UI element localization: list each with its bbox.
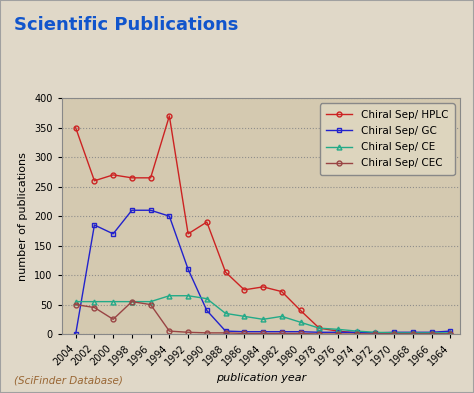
Chiral Sep/ CE bbox=[185, 293, 191, 298]
Chiral Sep/ GC bbox=[241, 329, 247, 334]
X-axis label: publication year: publication year bbox=[216, 373, 306, 383]
Chiral Sep/ HPLC bbox=[110, 173, 116, 177]
Chiral Sep/ GC bbox=[204, 308, 210, 313]
Chiral Sep/ GC bbox=[73, 332, 79, 336]
Chiral Sep/ CEC bbox=[223, 331, 228, 335]
Chiral Sep/ GC bbox=[148, 208, 154, 213]
Chiral Sep/ CE bbox=[223, 311, 228, 316]
Chiral Sep/ CE bbox=[241, 314, 247, 319]
Chiral Sep/ CEC bbox=[166, 329, 172, 333]
Chiral Sep/ CEC bbox=[91, 305, 97, 310]
Chiral Sep/ GC bbox=[447, 329, 453, 333]
Chiral Sep/ GC bbox=[298, 329, 303, 334]
Chiral Sep/ GC bbox=[279, 329, 284, 334]
Chiral Sep/ HPLC bbox=[129, 175, 135, 180]
Chiral Sep/ CEC bbox=[73, 302, 79, 307]
Chiral Sep/ GC bbox=[335, 330, 341, 335]
Chiral Sep/ HPLC bbox=[241, 288, 247, 292]
Chiral Sep/ HPLC bbox=[410, 331, 416, 336]
Chiral Sep/ CE bbox=[429, 331, 435, 335]
Chiral Sep/ CE bbox=[298, 320, 303, 325]
Chiral Sep/ GC bbox=[373, 331, 378, 335]
Chiral Sep/ HPLC bbox=[185, 231, 191, 236]
Chiral Sep/ CE bbox=[260, 317, 266, 321]
Chiral Sep/ GC bbox=[354, 330, 360, 335]
Chiral Sep/ CEC bbox=[354, 332, 360, 336]
Chiral Sep/ HPLC bbox=[91, 178, 97, 183]
Chiral Sep/ GC bbox=[392, 330, 397, 335]
Chiral Sep/ GC bbox=[317, 330, 322, 335]
Chiral Sep/ CEC bbox=[241, 331, 247, 336]
Chiral Sep/ GC bbox=[223, 329, 228, 333]
Chiral Sep/ CEC bbox=[335, 332, 341, 336]
Chiral Sep/ HPLC bbox=[166, 114, 172, 118]
Chiral Sep/ CEC bbox=[392, 332, 397, 336]
Chiral Sep/ HPLC bbox=[335, 329, 341, 333]
Text: Scientific Publications: Scientific Publications bbox=[14, 16, 238, 34]
Chiral Sep/ GC bbox=[410, 330, 416, 335]
Chiral Sep/ CEC bbox=[279, 331, 284, 336]
Chiral Sep/ CE bbox=[373, 330, 378, 335]
Chiral Sep/ HPLC bbox=[354, 331, 360, 335]
Chiral Sep/ CE bbox=[410, 331, 416, 335]
Legend: Chiral Sep/ HPLC, Chiral Sep/ GC, Chiral Sep/ CE, Chiral Sep/ CEC: Chiral Sep/ HPLC, Chiral Sep/ GC, Chiral… bbox=[320, 103, 455, 175]
Y-axis label: number of publications: number of publications bbox=[18, 152, 28, 281]
Chiral Sep/ CE bbox=[110, 299, 116, 304]
Chiral Sep/ CE bbox=[335, 327, 341, 332]
Chiral Sep/ CE bbox=[354, 329, 360, 333]
Chiral Sep/ HPLC bbox=[317, 326, 322, 331]
Chiral Sep/ CEC bbox=[129, 299, 135, 304]
Chiral Sep/ HPLC bbox=[260, 285, 266, 289]
Chiral Sep/ HPLC bbox=[429, 331, 435, 336]
Chiral Sep/ GC bbox=[129, 208, 135, 213]
Chiral Sep/ GC bbox=[185, 267, 191, 272]
Chiral Sep/ CEC bbox=[204, 331, 210, 335]
Chiral Sep/ CE bbox=[447, 331, 453, 335]
Chiral Sep/ HPLC bbox=[298, 308, 303, 313]
Chiral Sep/ GC bbox=[110, 231, 116, 236]
Chiral Sep/ HPLC bbox=[73, 125, 79, 130]
Chiral Sep/ CEC bbox=[148, 302, 154, 307]
Chiral Sep/ HPLC bbox=[279, 289, 284, 294]
Line: Chiral Sep/ HPLC: Chiral Sep/ HPLC bbox=[73, 114, 453, 336]
Chiral Sep/ CEC bbox=[298, 331, 303, 336]
Chiral Sep/ HPLC bbox=[223, 270, 228, 274]
Line: Chiral Sep/ CEC: Chiral Sep/ CEC bbox=[73, 299, 453, 336]
Chiral Sep/ CE bbox=[91, 299, 97, 304]
Chiral Sep/ HPLC bbox=[148, 175, 154, 180]
Line: Chiral Sep/ CE: Chiral Sep/ CE bbox=[73, 293, 453, 335]
Chiral Sep/ CE bbox=[129, 299, 135, 304]
Chiral Sep/ GC bbox=[91, 222, 97, 227]
Line: Chiral Sep/ GC: Chiral Sep/ GC bbox=[73, 208, 453, 336]
Chiral Sep/ GC bbox=[429, 330, 435, 335]
Chiral Sep/ CE bbox=[279, 314, 284, 319]
Chiral Sep/ CEC bbox=[110, 317, 116, 321]
Chiral Sep/ CE bbox=[166, 293, 172, 298]
Chiral Sep/ HPLC bbox=[392, 331, 397, 336]
Chiral Sep/ CEC bbox=[373, 332, 378, 336]
Chiral Sep/ CEC bbox=[447, 332, 453, 336]
Chiral Sep/ CE bbox=[73, 299, 79, 304]
Chiral Sep/ CEC bbox=[429, 332, 435, 336]
Chiral Sep/ CEC bbox=[185, 330, 191, 335]
Chiral Sep/ GC bbox=[166, 214, 172, 219]
Chiral Sep/ CE bbox=[148, 299, 154, 304]
Chiral Sep/ GC bbox=[260, 329, 266, 334]
Chiral Sep/ HPLC bbox=[447, 332, 453, 336]
Chiral Sep/ CEC bbox=[260, 331, 266, 336]
Chiral Sep/ CEC bbox=[317, 332, 322, 336]
Text: (SciFinder Database): (SciFinder Database) bbox=[14, 375, 123, 385]
Chiral Sep/ HPLC bbox=[373, 331, 378, 335]
Chiral Sep/ CE bbox=[204, 296, 210, 301]
Chiral Sep/ CE bbox=[392, 331, 397, 335]
Chiral Sep/ HPLC bbox=[204, 220, 210, 224]
Chiral Sep/ CEC bbox=[410, 332, 416, 336]
Chiral Sep/ CE bbox=[317, 326, 322, 331]
